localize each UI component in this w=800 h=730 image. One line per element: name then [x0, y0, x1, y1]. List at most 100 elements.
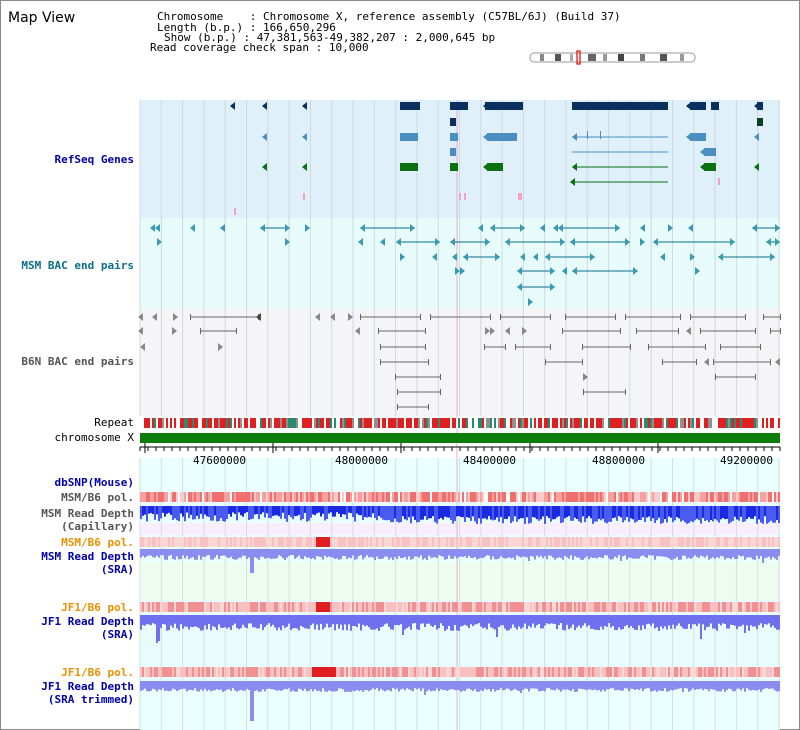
repeat-segment: [342, 418, 344, 428]
pol-heat-cell: [648, 492, 650, 502]
pol-heat-cell: [414, 667, 416, 677]
b6n-bac-end: [636, 328, 637, 334]
pol-heat-cell: [524, 537, 526, 547]
pol-heat-cell: [512, 537, 514, 547]
jf1-sra-depth-bar: [558, 615, 560, 626]
repeat-segment: [196, 418, 198, 428]
jf1-trim-depth-bar: [366, 681, 368, 691]
track-label-b6n-bac[interactable]: B6N BAC end pairs: [21, 355, 134, 368]
pol-heat-cell: [410, 537, 412, 547]
jf1-sra-depth-bar: [648, 615, 650, 624]
msm-sra-depth-bar: [494, 549, 496, 560]
repeat-segment: [346, 418, 348, 428]
jf1-trim-depth-bar: [496, 681, 498, 691]
jf1-sra-depth-bar: [438, 615, 440, 629]
jf1-trim-depth-bar: [622, 681, 624, 691]
repeat-segment: [252, 418, 254, 428]
pol-heat-cell: [772, 602, 774, 612]
pol-heat-cell: [464, 492, 466, 502]
jf1-sra-depth-bar: [150, 615, 152, 626]
pol-heat-cell: [770, 602, 772, 612]
pol-heat-cell: [192, 667, 194, 677]
repeat-segment: [758, 418, 760, 428]
pol-heat-cell: [644, 667, 646, 677]
msm-cap-depth-bar: [468, 506, 470, 518]
repeat-segment: [596, 418, 598, 428]
pol-heat-cell: [310, 537, 312, 547]
msm-cap-depth-bar: [646, 506, 648, 518]
b6n-bac-end: [550, 344, 551, 350]
jf1-sra-depth-bar: [760, 615, 762, 624]
repeat-segment: [558, 418, 560, 428]
pol-heat-cell: [464, 602, 466, 612]
jf1-trim-depth-bar: [152, 681, 154, 689]
repeat-segment: [452, 418, 454, 428]
msm-cap-depth-bar: [410, 506, 412, 524]
jf1-sra-depth-bar: [466, 615, 468, 626]
pol-heat-cell: [320, 667, 322, 677]
pol-heat-cell: [450, 667, 452, 677]
msm-cap-depth-bar: [700, 506, 702, 524]
b6n-bac-end: [522, 327, 527, 335]
jf1-sra-depth-bar: [300, 615, 302, 626]
repeat-segment: [518, 418, 520, 428]
pol-heat-cell: [318, 602, 320, 612]
jf1-sra-depth-bar: [550, 615, 552, 624]
jf1-sra-depth-bar: [624, 615, 626, 627]
pol-heat-cell: [270, 602, 272, 612]
pol-heat-cell: [250, 492, 252, 502]
pol-heat-cell: [724, 537, 726, 547]
msm-bac-end: [150, 224, 155, 232]
pol-heat-cell: [320, 537, 322, 547]
jf1-sra-depth-bar: [496, 615, 498, 637]
refseq-gene: [704, 148, 716, 156]
pol-heat-cell: [382, 602, 384, 612]
jf1-trim-depth-bar: [476, 681, 478, 692]
pol-heat-cell: [458, 537, 460, 547]
pol-heat-cell: [276, 537, 278, 547]
repeat-segment: [576, 418, 578, 428]
jf1-trim-depth-bar: [146, 681, 148, 692]
jf1-trim-depth-bar: [462, 681, 464, 691]
jf1-trim-depth-bar: [348, 681, 350, 692]
pol-heat-cell: [642, 492, 644, 502]
pol-heat-cell: [298, 492, 300, 502]
jf1-trim-depth-bar: [540, 681, 542, 691]
msm-bac-end: [550, 267, 555, 275]
repeat-segment: [760, 418, 762, 428]
refseq-marker: [518, 193, 522, 200]
jf1-sra-depth-bar: [566, 615, 568, 625]
pol-heat-cell: [256, 492, 258, 502]
pol-heat-cell: [442, 602, 444, 612]
pol-heat-cell: [400, 492, 402, 502]
msm-cap-depth-bar: [688, 506, 690, 524]
pol-heat-cell: [150, 492, 152, 502]
msm-sra-depth-bar: [172, 549, 174, 560]
track-label-msm-bac[interactable]: MSM BAC end pairs: [21, 259, 134, 272]
track-label-refseq[interactable]: RefSeq Genes: [54, 153, 134, 166]
pol-heat-cell: [548, 602, 550, 612]
jf1-sra-depth-bar: [452, 615, 454, 631]
pol-heat-cell: [682, 537, 684, 547]
pol-heat-cell: [662, 537, 664, 547]
jf1-trim-depth-bar: [668, 681, 670, 692]
pol-heat-cell: [208, 602, 210, 612]
jf1-trim-depth-bar: [708, 681, 710, 692]
pol-heat-cell: [468, 492, 470, 502]
msm-sra-depth-bar: [336, 549, 338, 559]
msm-cap-depth-bar: [298, 506, 300, 515]
pol-heat-cell: [732, 667, 734, 677]
jf1-trim-depth-bar: [376, 681, 378, 689]
jf1-trim-depth-bar: [176, 681, 178, 691]
pol-heat-cell: [146, 492, 148, 502]
msm-cap-depth-bar: [756, 506, 758, 524]
pol-heat-cell: [394, 667, 396, 677]
repeat-segment: [704, 418, 706, 428]
msm-sra-depth-bar: [340, 549, 342, 560]
msm-cap-depth-bar: [322, 506, 324, 514]
pol-heat-cell: [440, 492, 442, 502]
track-label-dbsnp[interactable]: dbSNP(Mouse): [54, 476, 134, 489]
jf1-trim-depth-bar: [350, 681, 352, 692]
msm-cap-depth-bar: [606, 506, 608, 524]
jf1-sra-depth-bar: [628, 615, 630, 628]
